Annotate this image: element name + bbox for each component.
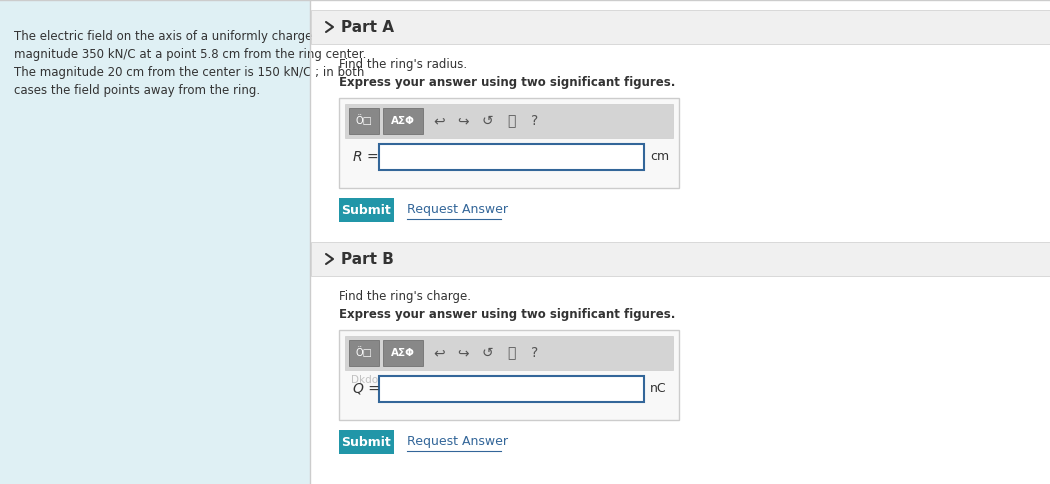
Text: ?: ? [531,346,539,360]
Bar [383,340,423,366]
Text: Part A: Part A [341,19,394,34]
Bar [339,98,679,188]
Bar [345,104,673,138]
Text: ?: ? [531,114,539,128]
Text: Q =: Q = [353,382,380,396]
Text: ΑΣΦ: ΑΣΦ [391,348,415,358]
Text: ↺: ↺ [481,346,492,360]
Bar [339,430,394,454]
Text: Ö□: Ö□ [356,116,373,126]
Text: The electric field on the axis of a uniformly charged ring has: The electric field on the axis of a unif… [14,30,372,43]
Text: ↩: ↩ [434,346,445,360]
Bar [349,340,379,366]
Bar [349,108,379,134]
Bar [379,376,644,402]
Bar [345,336,673,370]
Bar [311,10,1050,44]
Text: Ö□: Ö□ [356,348,373,359]
Bar [0,0,310,484]
Text: Express your answer using two significant figures.: Express your answer using two significan… [339,76,675,89]
Text: ⬜: ⬜ [507,114,516,128]
Text: Submit: Submit [341,203,391,216]
Bar [311,242,1050,276]
Text: ↪: ↪ [457,346,468,360]
Text: Express your answer using two significant figures.: Express your answer using two significan… [339,308,675,321]
Text: cases the field points away from the ring.: cases the field points away from the rin… [14,84,260,97]
Bar [383,108,423,134]
Text: ↪: ↪ [457,114,468,128]
Text: ↺: ↺ [481,114,492,128]
Text: magnitude 350 kN/C at a point 5.8 cm from the ring center.: magnitude 350 kN/C at a point 5.8 cm fro… [14,48,366,61]
Bar [339,330,679,420]
Bar [339,198,394,222]
Text: Request Answer: Request Answer [407,203,508,216]
Text: nC: nC [650,382,667,395]
Text: R =: R = [353,150,379,164]
Text: ΑΣΦ: ΑΣΦ [391,116,415,126]
Bar [379,144,644,170]
Text: The magnitude 20 cm from the center is 150 kN/C ; in both: The magnitude 20 cm from the center is 1… [14,66,364,79]
Text: Dkdorgen Bigimli Ekran Alintisi: Dkdorgen Bigimli Ekran Alintisi [351,375,513,385]
Text: cm: cm [650,151,669,164]
Text: Find the ring's charge.: Find the ring's charge. [339,290,471,303]
Text: ⬜: ⬜ [507,346,516,360]
Text: Find the ring's radius.: Find the ring's radius. [339,58,467,71]
Text: Request Answer: Request Answer [407,436,508,449]
Text: ↩: ↩ [434,114,445,128]
Text: Submit: Submit [341,436,391,449]
Text: Part B: Part B [341,252,394,267]
